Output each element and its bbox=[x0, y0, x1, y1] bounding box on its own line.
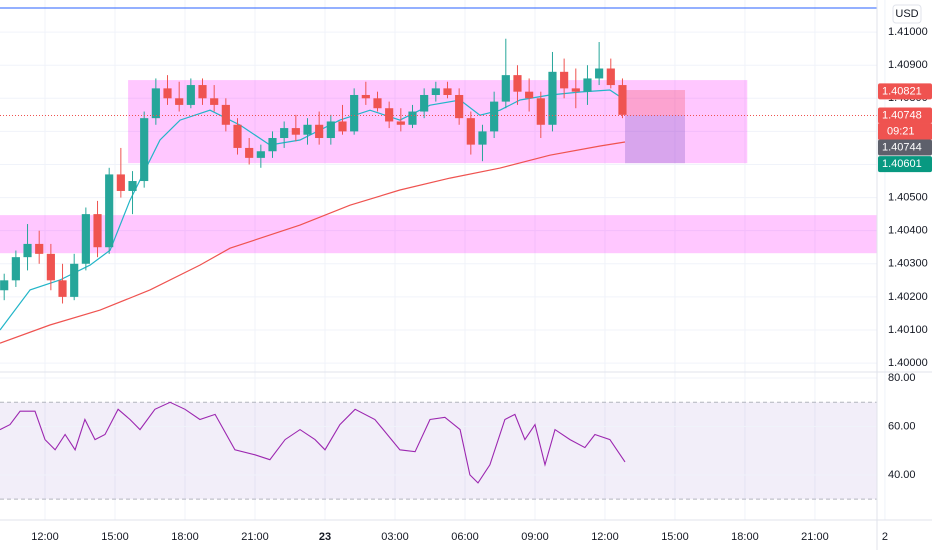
currency-label[interactable]: USD bbox=[895, 8, 918, 20]
candle-body bbox=[408, 111, 417, 125]
candle-body bbox=[443, 88, 452, 95]
candle-body bbox=[373, 98, 382, 109]
y-tick-label: 1.40400 bbox=[888, 225, 928, 237]
x-tick-label: 09:00 bbox=[521, 531, 549, 543]
candle-body bbox=[618, 85, 627, 115]
candle-body bbox=[525, 91, 534, 99]
candle-body bbox=[396, 121, 405, 125]
price-tag bbox=[878, 83, 932, 100]
price-tag-label: 1.40601 bbox=[882, 158, 922, 170]
candle-body bbox=[595, 68, 604, 79]
countdown-tag bbox=[878, 123, 932, 140]
candle-body bbox=[58, 280, 67, 297]
candle-body bbox=[105, 174, 114, 248]
indicator-line bbox=[0, 141, 626, 344]
price-tag-label: 1.40748 bbox=[882, 109, 922, 121]
candle-body bbox=[116, 174, 125, 191]
candle-body bbox=[0, 280, 9, 291]
y-tick-label: 1.40000 bbox=[888, 357, 928, 369]
candle-body bbox=[326, 121, 335, 139]
candle-body bbox=[606, 68, 615, 86]
y-tick-label: 80.00 bbox=[888, 372, 916, 384]
x-tick-label: 15:00 bbox=[661, 531, 689, 543]
y-tick-label: 1.40100 bbox=[888, 324, 928, 336]
x-tick-label: 21:00 bbox=[241, 531, 269, 543]
candle-body bbox=[23, 243, 32, 258]
zone bbox=[625, 115, 685, 164]
zone bbox=[625, 90, 685, 116]
candle-body bbox=[513, 75, 522, 92]
countdown-label: 09:21 bbox=[887, 125, 915, 137]
candle-body bbox=[186, 85, 195, 105]
y-tick-label: 1.40300 bbox=[888, 258, 928, 270]
candle-body bbox=[548, 71, 557, 125]
candle-body bbox=[151, 88, 160, 119]
candle-body bbox=[35, 243, 44, 254]
price-plot bbox=[0, 7, 877, 344]
candle-body bbox=[478, 131, 487, 145]
candle-body bbox=[70, 263, 79, 297]
candle-body bbox=[315, 124, 324, 139]
candle-body bbox=[338, 121, 347, 132]
candle-body bbox=[455, 94, 464, 119]
x-tick-label: 12:00 bbox=[591, 531, 619, 543]
price-tag bbox=[878, 156, 932, 173]
candle-body bbox=[536, 98, 545, 125]
x-tick-label: 18:00 bbox=[171, 531, 199, 543]
x-tick-label: 21:00 bbox=[801, 531, 829, 543]
candle-body bbox=[350, 94, 359, 132]
candle-body bbox=[140, 118, 149, 182]
x-tick-label: 15:00 bbox=[101, 531, 129, 543]
y-tick-label: 60.00 bbox=[888, 420, 916, 432]
zone bbox=[0, 215, 877, 254]
candle-body bbox=[163, 88, 172, 99]
candle-body bbox=[501, 75, 510, 102]
price-tag-label: 1.40821 bbox=[882, 85, 922, 97]
rsi-band-fill bbox=[0, 402, 877, 500]
candle-body bbox=[361, 94, 370, 99]
price-tag bbox=[878, 107, 932, 124]
candle-body bbox=[256, 151, 265, 158]
candle-body bbox=[46, 253, 55, 281]
x-tick-label: 23 bbox=[319, 531, 331, 543]
candle-body bbox=[175, 98, 184, 105]
rsi-line bbox=[0, 401, 626, 484]
candle-body bbox=[245, 147, 254, 158]
x-tick-label: 18:00 bbox=[731, 531, 759, 543]
candle-body bbox=[210, 98, 219, 105]
y-tick-label: 1.40900 bbox=[888, 59, 928, 71]
candle-body bbox=[233, 124, 242, 148]
x-tick-label: 03:00 bbox=[381, 531, 409, 543]
candle-body bbox=[431, 88, 440, 95]
price-tag-label: 1.40744 bbox=[882, 141, 922, 153]
candle-body bbox=[466, 118, 475, 145]
candle-body bbox=[280, 128, 289, 139]
candle-body bbox=[303, 124, 312, 135]
y-tick-label: 1.41000 bbox=[888, 26, 928, 38]
y-tick-label: 1.40200 bbox=[888, 291, 928, 303]
candle-body bbox=[560, 71, 569, 89]
candle-body bbox=[93, 214, 102, 248]
candle-body bbox=[128, 181, 137, 191]
candle-body bbox=[490, 101, 499, 132]
candle-body bbox=[291, 128, 300, 135]
currency-button[interactable] bbox=[892, 4, 922, 24]
x-tick-label: 2 bbox=[882, 531, 888, 543]
candle-body bbox=[81, 214, 90, 264]
price-tag bbox=[878, 139, 932, 156]
candle-body bbox=[583, 78, 592, 92]
candle-body bbox=[11, 257, 20, 281]
candle-body bbox=[385, 108, 394, 122]
x-tick-label: 12:00 bbox=[31, 531, 59, 543]
x-tick-label: 06:00 bbox=[451, 531, 479, 543]
y-tick-label: 40.00 bbox=[888, 469, 916, 481]
candle-body bbox=[420, 94, 429, 112]
y-tick-label: 1.40500 bbox=[888, 191, 928, 203]
candle-body bbox=[198, 85, 207, 99]
candle-body bbox=[221, 104, 230, 125]
candle-body bbox=[571, 88, 580, 92]
candle-body bbox=[268, 138, 277, 152]
